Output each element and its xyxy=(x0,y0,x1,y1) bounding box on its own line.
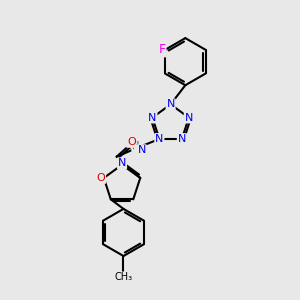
Text: N: N xyxy=(155,134,164,144)
Text: O: O xyxy=(97,173,105,183)
Text: N: N xyxy=(178,134,186,144)
Text: N: N xyxy=(118,158,126,168)
Text: N: N xyxy=(148,112,157,123)
Text: N: N xyxy=(184,112,193,123)
Text: F: F xyxy=(158,44,166,56)
Text: N: N xyxy=(137,145,146,155)
Text: N: N xyxy=(167,99,175,110)
Text: H: H xyxy=(132,141,140,151)
Text: O: O xyxy=(127,137,136,147)
Text: CH₃: CH₃ xyxy=(114,272,133,282)
